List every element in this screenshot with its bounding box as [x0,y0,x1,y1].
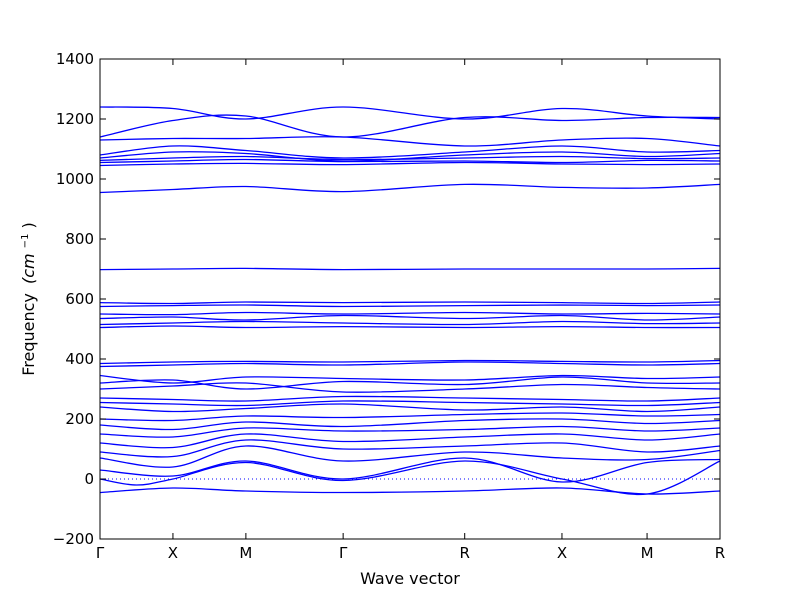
x-tick-label: M [641,544,654,562]
band-line-1 [100,487,720,495]
band-line-13 [100,382,720,393]
band-line-24 [100,267,720,271]
band-line-33 [100,106,720,120]
band-line-21 [100,311,720,316]
plot-frame [99,58,721,540]
plot-area [100,106,720,496]
y-axis-label-text: Frequency [19,293,38,376]
y-tick-label: 1400 [56,50,94,68]
band-line-20 [100,314,720,321]
band-line-14 [100,376,720,390]
x-tick-label: M [239,544,252,562]
y-axis-label-exp: −1 [20,234,31,249]
band-line-7 [100,425,720,438]
y-tick-label: 800 [65,230,94,248]
x-tick-label: R [459,544,469,562]
band-line-8 [100,418,720,431]
band-line-4 [100,445,720,468]
band-line-11 [100,400,720,407]
y-axis-label-close: ) [19,222,38,228]
x-tick-label: Γ [96,544,105,562]
band-line-9 [100,412,720,422]
y-axis-label: Frequency (cm −1 ) [13,222,38,376]
band-line-29 [100,151,720,162]
band-line-27 [100,158,720,164]
y-tick-label: 1200 [56,110,94,128]
band-line-23 [100,301,720,305]
y-tick-label: 1000 [56,170,94,188]
x-tick-label: R [715,544,725,562]
band-line-26 [100,161,720,167]
band-line-17 [100,359,720,365]
band-line-3 [100,457,720,483]
x-tick-label: Γ [339,544,348,562]
band-line-16 [100,361,720,368]
y-tick-label: 200 [65,410,94,428]
y-tick-label: −200 [53,530,94,548]
x-tick-label: X [557,544,567,562]
band-line-2 [100,460,720,496]
band-line-5 [100,439,720,458]
band-line-22 [100,304,720,308]
band-line-31 [100,136,720,147]
band-line-15 [100,374,720,384]
band-line-25 [100,183,720,194]
band-line-30 [100,145,720,159]
band-line-6 [100,433,720,449]
band-line-32 [100,114,720,138]
x-tick-label: X [168,544,178,562]
band-line-19 [100,320,720,326]
band-line-12 [100,395,720,402]
band-line-10 [100,403,720,413]
y-axis: −200 0 200 400 600 800 1000 1200 1400 [53,50,720,548]
y-tick-label: 600 [65,290,94,308]
band-line-18 [100,325,720,329]
y-tick-label: 400 [65,350,94,368]
x-axis-label: Wave vector [360,569,460,588]
y-tick-label: 0 [84,470,94,488]
y-axis-label-unit: (cm [19,253,38,284]
